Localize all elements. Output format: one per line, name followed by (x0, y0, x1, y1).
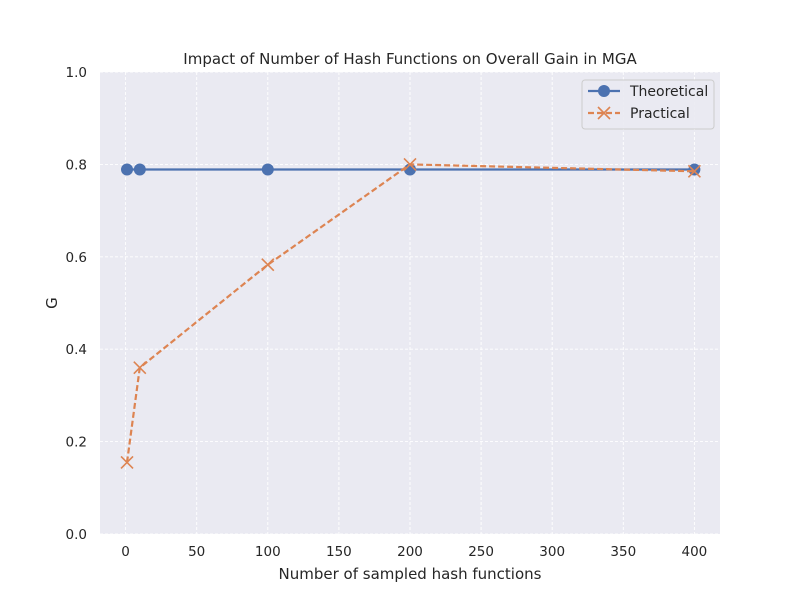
x-tick-label: 50 (188, 544, 205, 560)
data-point-practical (120, 455, 134, 469)
legend-marker-theoretical (598, 85, 610, 97)
data-point-practical (687, 164, 701, 178)
data-point-practical (403, 157, 417, 171)
x-tick-label: 350 (610, 544, 636, 560)
data-point-theoretical (688, 163, 701, 176)
data-point-theoretical (121, 163, 134, 176)
data-point-theoretical (133, 163, 146, 176)
legend-label-practical: Practical (630, 106, 690, 122)
y-tick-label: 0.0 (66, 527, 87, 543)
series-layer (120, 157, 701, 469)
x-tick-label: 400 (682, 544, 708, 560)
grid-lines (100, 71, 720, 535)
y-tick-label: 0.2 (66, 435, 87, 451)
data-point-practical (261, 258, 275, 272)
legend: Theoretical Practical (581, 79, 715, 130)
y-tick-label: 0.8 (66, 157, 87, 173)
series-line-practical (125, 163, 695, 463)
x-tick-label: 200 (397, 544, 423, 560)
chart-title: Impact of Number of Hash Functions on Ov… (183, 50, 637, 68)
y-tick-label: 1.0 (66, 65, 87, 81)
x-tick-label: 250 (468, 544, 494, 560)
legend-label-theoretical: Theoretical (629, 84, 708, 100)
x-tick-label: 0 (121, 544, 130, 560)
data-point-theoretical (261, 163, 274, 176)
legend-marker-practical (597, 106, 611, 120)
x-tick-label: 150 (326, 544, 352, 560)
x-tick-label: 300 (539, 544, 565, 560)
y-tick-label: 0.4 (66, 342, 87, 358)
tick-labels: 0 50 100 150 200 250 300 350 400 0.0 0.2 0.4 0.6 0.8 1… (66, 65, 708, 560)
data-point-practical (133, 361, 147, 375)
x-tick-label: 100 (255, 544, 281, 560)
y-tick-label: 0.6 (66, 250, 87, 266)
x-axis-label: Number of sampled hash functions (279, 565, 542, 583)
y-axis-label: G (43, 297, 61, 309)
legend-box (581, 79, 715, 130)
